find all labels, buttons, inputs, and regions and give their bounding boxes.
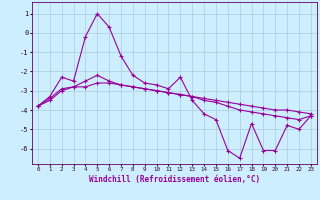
- X-axis label: Windchill (Refroidissement éolien,°C): Windchill (Refroidissement éolien,°C): [89, 175, 260, 184]
